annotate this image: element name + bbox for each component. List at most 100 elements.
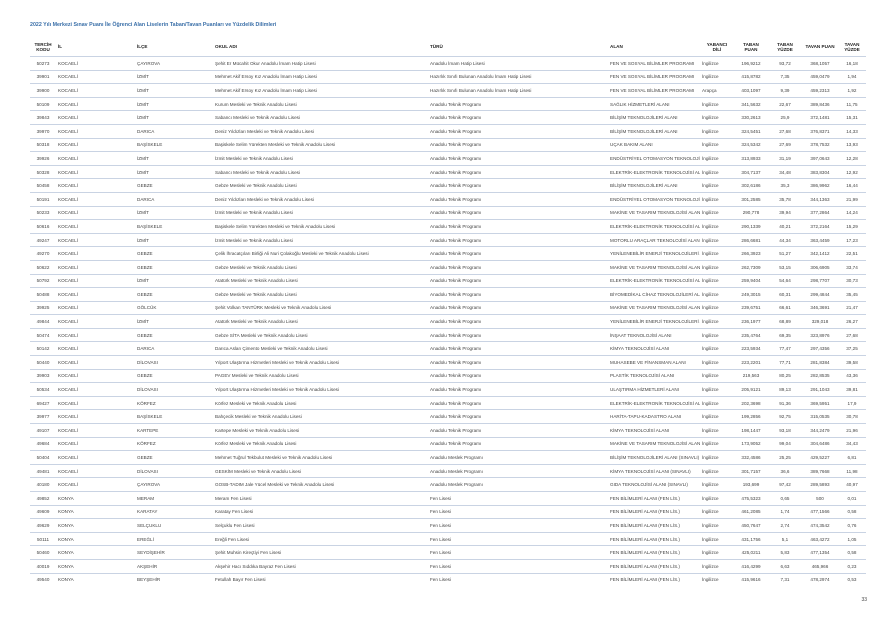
cell-yabanci-dili: İngilizce [700, 56, 734, 71]
column-header-taban-puan: TABAN PUAN [734, 38, 768, 57]
cell-ilce: KARATAY [135, 504, 213, 519]
cell-tercih-kodu: 49481 [30, 463, 56, 478]
cell-taban-yuzde: 34,48 [768, 164, 802, 179]
column-header-tavan-puan: TAVAN PUAN [802, 38, 838, 57]
cell-turu: Fen Lisesi [428, 531, 608, 546]
cell-ilce: MERAM [135, 491, 213, 506]
table-row: 50109 KOCAELİ İZMİT Kurum Mesleki ve Teknik… [30, 96, 866, 111]
cell-alan: BİLİŞİM TEKNOLOJİLERİ ALANI [608, 123, 700, 139]
cell-turu: Anadolu Teknik Programı [428, 164, 608, 179]
cell-ilce: KÖRFEZ [135, 436, 213, 451]
cell-tercih-kodu: 50440 [30, 355, 56, 370]
table-body: 50273 KOCAELİ ÇAYIROVA Şehit Er Mücahit Oku… [30, 56, 866, 587]
cell-yabanci-dili: İngilizce [700, 246, 734, 261]
cell-il: KOCAELİ [56, 450, 135, 465]
cell-tavan-puan: 344,1363 [802, 191, 838, 207]
table-header: TERCİH KODU İL İLÇE OKUL ADI TÜRÜ ALAN YABANCI… [30, 38, 866, 57]
cell-tavan-yuzde: 37,25 [838, 341, 866, 356]
cell-okul-adi: Başiskele Selim Yürekten Mesleki ve Tekn… [213, 137, 428, 152]
cell-yabanci-dili: İngilizce [700, 110, 734, 125]
cell-turu: Anadolu Teknik Programı [428, 123, 608, 139]
cell-tercih-kodu: 39970 [30, 123, 56, 139]
cell-turu: Anadolu Teknik Programı [428, 382, 608, 397]
cell-taban-puan: 301,7157 [734, 463, 768, 478]
cell-turu: Anadolu Teknik Programı [428, 191, 608, 207]
cell-turu: Anadolu Teknik Programı [428, 205, 608, 220]
cell-il: KOCAELİ [56, 232, 135, 247]
cell-tavan-puan: 500 [802, 491, 838, 506]
cell-tavan-puan: 297,4356 [802, 341, 838, 356]
cell-okul-adi: Karatay Fen Lisesi [213, 504, 428, 519]
cell-ilce: GÖLCÜK [135, 300, 213, 315]
cell-okul-adi: İzmit Mesleki ve Teknik Anadolu Lisesi [213, 205, 428, 220]
cell-alan: FEN VE SOSYAL BİLİMLER PROGRAMI [608, 56, 700, 71]
table-row: 40180 KOCAELİ ÇAYIROVA GOSB-TADIM Jale Yüce… [30, 477, 866, 492]
cell-ilce: İZMİT [135, 151, 213, 166]
cell-tavan-puan: 377,2864 [802, 205, 838, 220]
cell-tercih-kodu: 39843 [30, 110, 56, 125]
cell-okul-adi: Gebze SİTA Mesleki ve Teknik Anadolu Lis… [213, 327, 428, 342]
cell-ilce: GEBZE [135, 259, 213, 274]
cell-taban-yuzde: 60,31 [768, 287, 802, 302]
cell-il: KOCAELİ [56, 83, 135, 98]
table-row: 50142 KOCAELİ DARICA Darıca Aslan Çimento M… [30, 341, 866, 356]
cell-taban-yuzde: 1,74 [768, 504, 802, 519]
table-row: 39970 KOCAELİ DARICA Deniz Yıldızları Mesle… [30, 123, 866, 139]
cell-turu: Anadolu Teknik Programı [428, 327, 608, 342]
cell-taban-yuzde: 5,1 [768, 531, 802, 546]
cell-il: KOCAELİ [56, 259, 135, 274]
cell-okul-adi: Deniz Yıldızları Mesleki ve Teknik Anado… [213, 123, 428, 139]
cell-il: KOCAELİ [56, 191, 135, 207]
cell-yabanci-dili: İngilizce [700, 436, 734, 451]
cell-tavan-puan: 389,7668 [802, 463, 838, 478]
cell-okul-adi: Meram Fen Lisesi [213, 491, 428, 506]
table-row: 50328 KOCAELİ İZMİT Sabancı Mesleki ve Tekn… [30, 164, 866, 179]
table-row: 50111 KONYA EREĞLİ Ereğli Fen Lisesi Fen Lis… [30, 531, 866, 546]
cell-taban-puan: 223,2201 [734, 355, 768, 370]
cell-tavan-puan: 306,6905 [802, 259, 838, 274]
cell-yabanci-dili: İngilizce [700, 463, 734, 478]
cell-tavan-yuzde: 21,47 [838, 300, 866, 315]
cell-ilce: BAŞİSKELE [135, 409, 213, 424]
cell-okul-adi: Atatürk Mesleki ve Teknik Anadolu Lisesi [213, 314, 428, 329]
cell-alan: YENİLENEBİLİR ENERJİ TEKNOLOJİLERİ ALANI [608, 246, 700, 261]
cell-yabanci-dili: İngilizce [700, 219, 734, 234]
cell-alan: BİLİŞİM TEKNOLOJİLERİ ALANI [608, 110, 700, 125]
cell-okul-adi: İzmit Mesleki ve Teknik Anadolu Lisesi [213, 232, 428, 247]
cell-taban-puan: 461,2085 [734, 504, 768, 519]
cell-taban-yuzde: 97,42 [768, 477, 802, 492]
cell-il: KOCAELİ [56, 151, 135, 166]
cell-tavan-yuzde: 39,81 [838, 382, 866, 397]
cell-tavan-yuzde: 1,05 [838, 531, 866, 546]
cell-alan: ENDÜSTRİYEL OTOMASYON TEKNOLOJİLERİ ALAN… [608, 151, 700, 166]
table-row: 49540 KONYA BEYŞEHİR Fetullah Bayır Fen Lis… [30, 572, 866, 587]
cell-yabanci-dili: İngilizce [700, 341, 734, 356]
cell-tavan-yuzde: 0,53 [838, 572, 866, 587]
cell-yabanci-dili: İngilizce [700, 382, 734, 397]
cell-tavan-puan: 477,1354 [802, 545, 838, 560]
cell-tavan-yuzde: 11,98 [838, 463, 866, 478]
cell-yabanci-dili: İngilizce [700, 395, 734, 410]
cell-yabanci-dili: İngilizce [700, 178, 734, 193]
column-header-turu: TÜRÜ [428, 38, 608, 57]
cell-yabanci-dili: İngilizce [700, 137, 734, 152]
cell-turu: Anadolu Teknik Programı [428, 246, 608, 261]
table-row: 50622 KOCAELİ GEBZE Gebze Mesleki ve Teknik… [30, 259, 866, 274]
cell-tercih-kodu: 49107 [30, 423, 56, 438]
cell-taban-puan: 304,7137 [734, 164, 768, 179]
cell-taban-yuzde: 92,75 [768, 409, 802, 424]
cell-taban-puan: 259,9404 [734, 273, 768, 288]
cell-tavan-yuzde: 17,23 [838, 232, 866, 247]
cell-alan: BİYOMEDİKAL CİHAZ TEKNOLOJİLERİ ALANI [608, 287, 700, 302]
cell-alan: FEN BİLİMLERİ ALANI (FEN LİS.) [608, 572, 700, 587]
cell-ilce: ÇAYIROVA [135, 56, 213, 71]
cell-taban-yuzde: 99,04 [768, 436, 802, 451]
cell-il: KOCAELİ [56, 287, 135, 302]
cell-tavan-puan: 372,2164 [802, 219, 838, 234]
cell-okul-adi: GESKİM Mesleki ve Teknik Anadolu Lisesi [213, 463, 428, 478]
cell-turu: Anadolu Meslek Programı [428, 450, 608, 465]
cell-turu: Anadolu Teknik Programı [428, 423, 608, 438]
cell-ilce: DARICA [135, 341, 213, 356]
cell-tavan-yuzde: 0,23 [838, 558, 866, 574]
cell-il: KOCAELİ [56, 382, 135, 397]
